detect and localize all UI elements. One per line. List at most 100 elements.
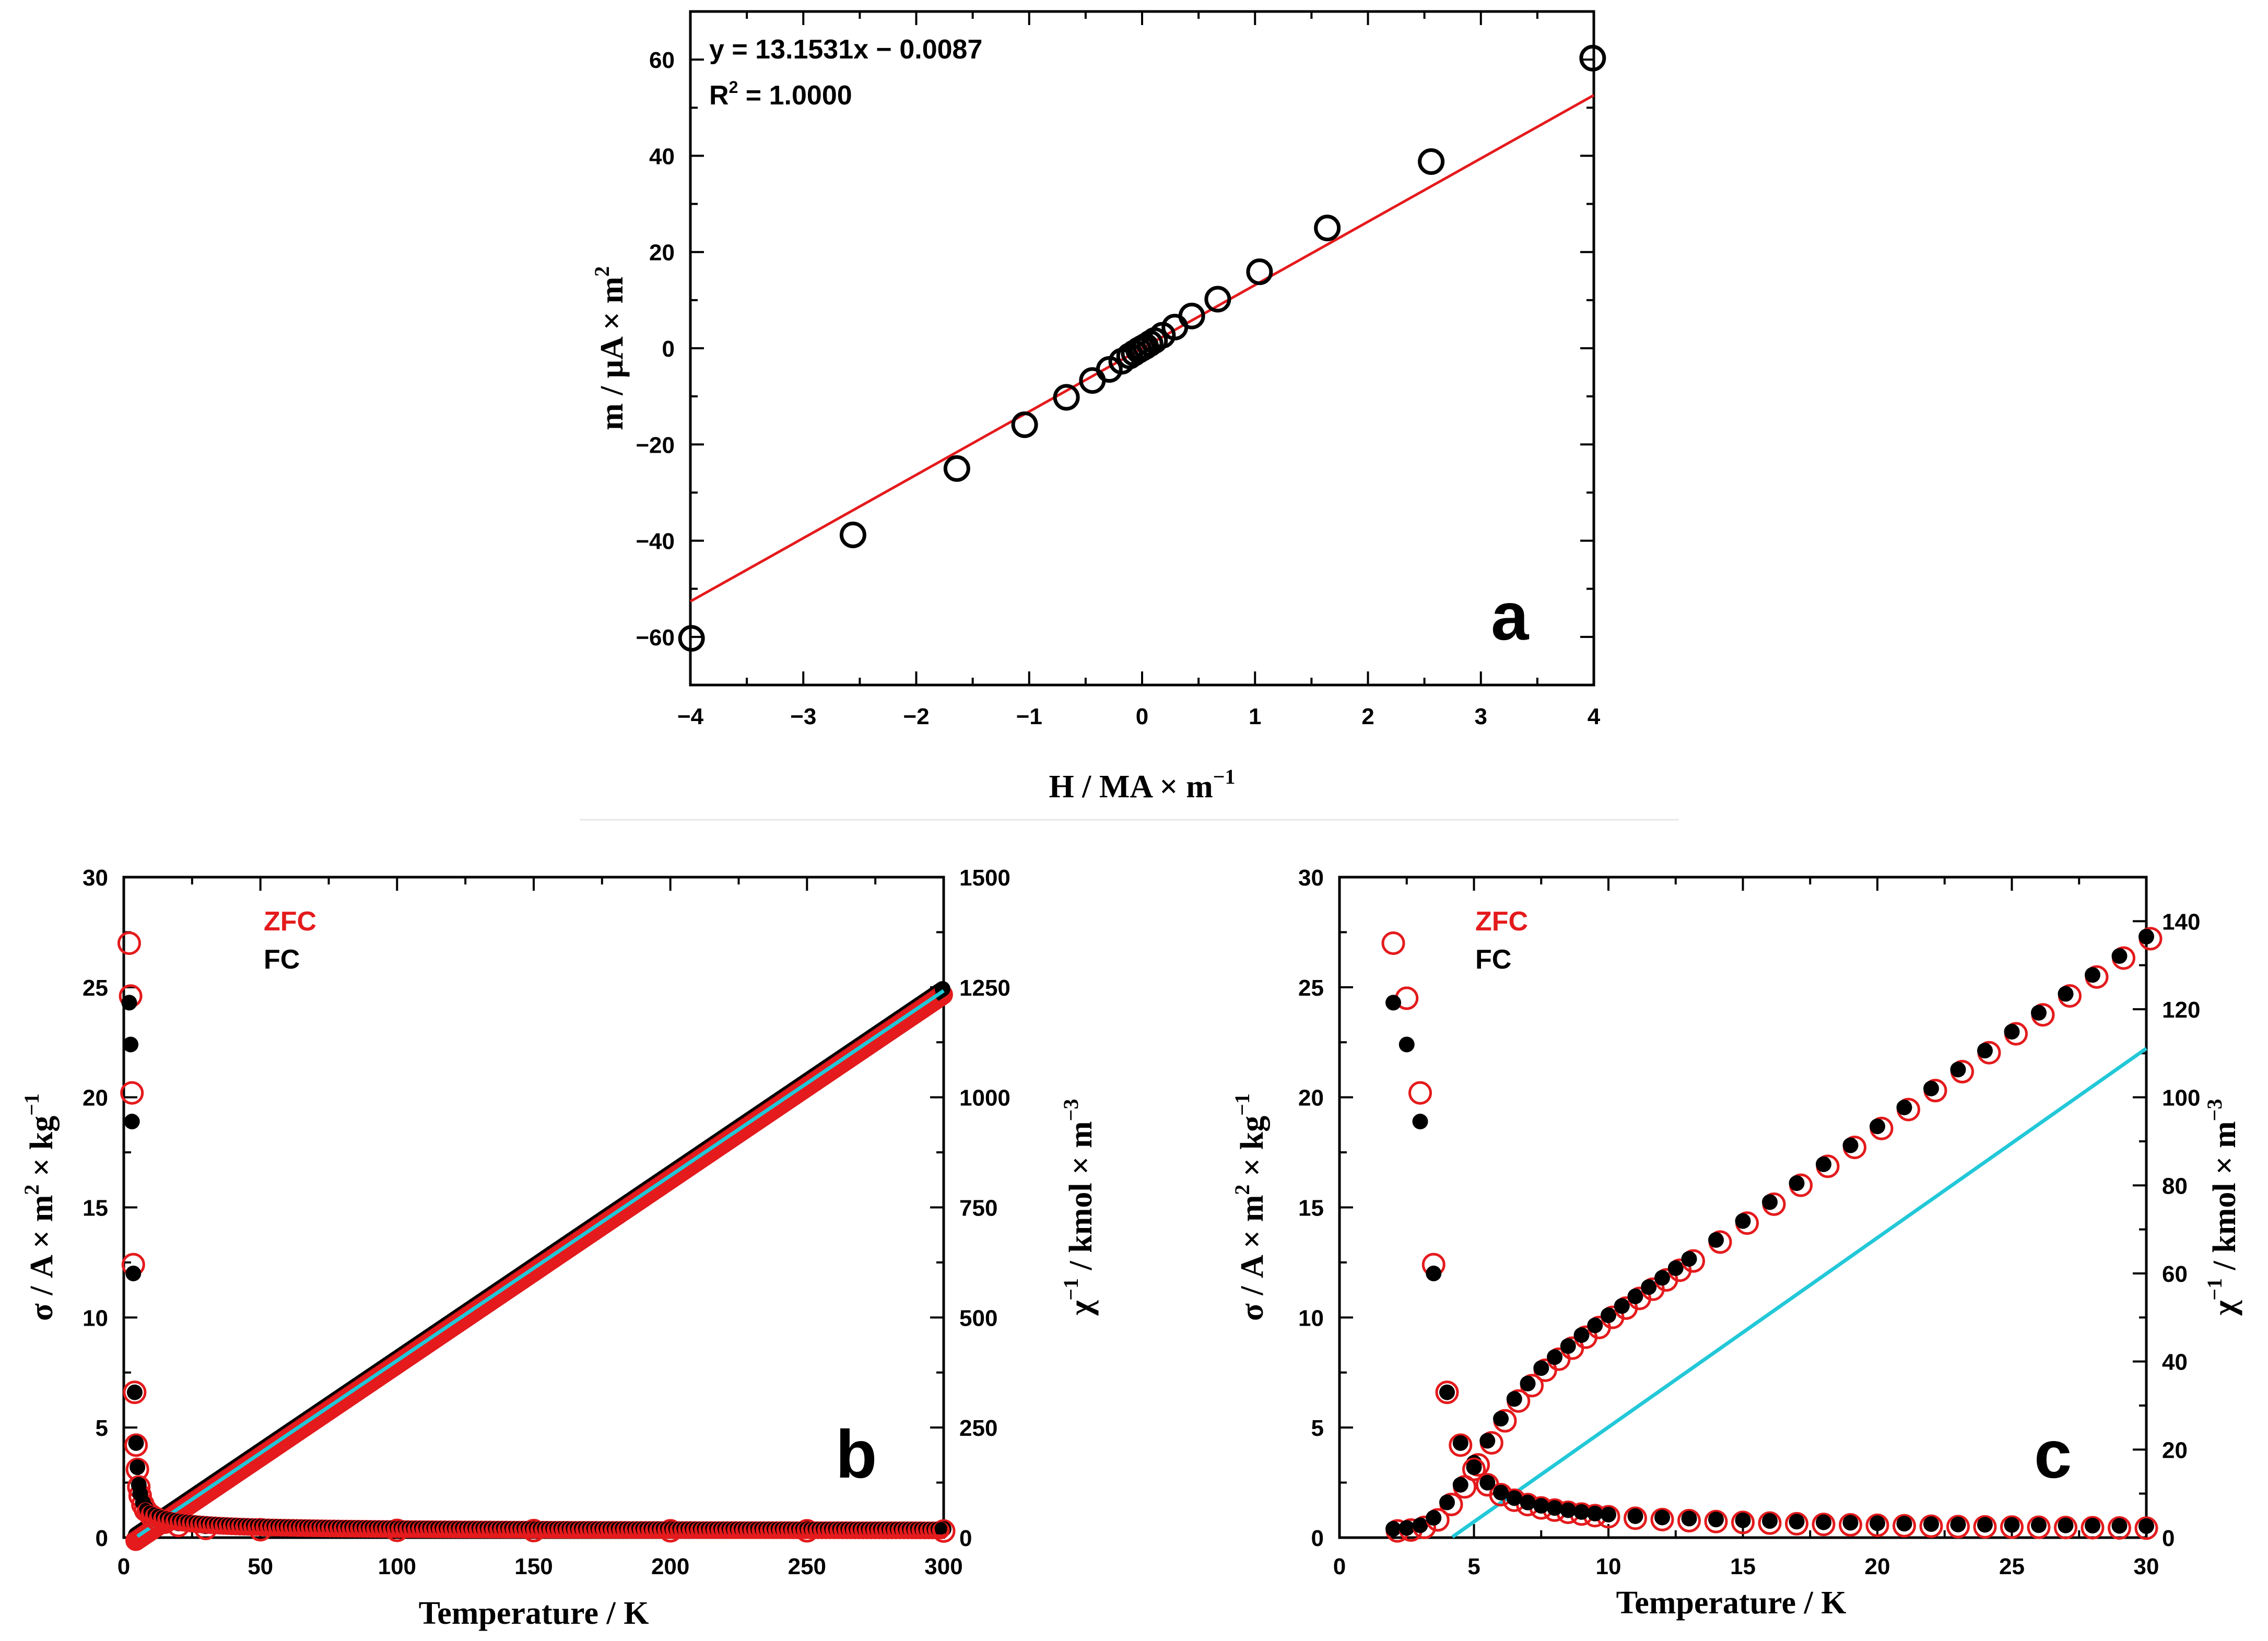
chi-inv-fc-point <box>1708 1232 1724 1248</box>
chi-inv-fc-point <box>1573 1327 1590 1343</box>
panel-b-label: b <box>836 1416 877 1492</box>
fc-sigma-point <box>1560 1502 1576 1518</box>
zfc-sigma-point <box>2027 1515 2051 1539</box>
chi-inv-fc-point <box>1587 1317 1603 1333</box>
r-squared: R2 = 1.0000 <box>709 78 852 111</box>
y-left-tick-label: 0 <box>96 1526 108 1551</box>
fc-sigma-point <box>934 1522 947 1535</box>
panel-b-ylabel-right: χ−1 / kmol × m−3 <box>1059 1099 1099 1316</box>
fc-sigma-point <box>125 1266 142 1281</box>
fc-sigma-point <box>124 1114 140 1130</box>
fc-sigma-point <box>2085 1518 2100 1534</box>
x-tick-label: 2 <box>1361 704 1374 729</box>
chi-inv-fc-point <box>1614 1298 1630 1314</box>
x-tick-label: 15 <box>1730 1554 1756 1579</box>
chi-inv-fc-point <box>1977 1043 1993 1059</box>
y-left-tick-label: 20 <box>1298 1085 1324 1111</box>
x-tick-label: 30 <box>2134 1554 2159 1579</box>
fc-sigma-point <box>1399 1036 1415 1053</box>
fc-sigma-point <box>1479 1474 1496 1491</box>
data-point <box>1204 286 1231 313</box>
chi-inv-fc-point <box>2138 928 2154 945</box>
fc-sigma-point <box>1950 1516 1966 1532</box>
panel-b: 0 50 100 150 200 250 3000510152025300250500750… <box>20 865 1099 1631</box>
panel-c-ticks: 0 5 10 15 20 25 300510152025300204060801001201… <box>1298 865 2200 1579</box>
legend-zfc: ZFC <box>1475 906 1528 937</box>
fc-sigma-point <box>1789 1514 1805 1530</box>
chi-inv-fc-point <box>1667 1260 1684 1276</box>
zfc-sigma-point <box>1893 1514 1916 1538</box>
panel-b-ylabel-left: σ / A × m2 × kg−1 <box>20 1093 60 1321</box>
fc-sigma-point <box>126 1384 143 1400</box>
data-point <box>943 455 970 482</box>
fit-equation: y = 13.1531x − 0.0087 <box>709 34 982 65</box>
panel-a-fit-line <box>689 94 1595 603</box>
chi-inv-fit-line <box>1451 1047 2148 1539</box>
x-tick-label: 20 <box>1865 1554 1890 1579</box>
chi-inv-fc-point <box>1950 1061 1966 1078</box>
chi-inv-fc-point <box>1627 1288 1643 1304</box>
data-point <box>1579 44 1606 72</box>
panel-a: −4 −3 −2 −1 0 1 2 3 4 −60 −40 −20 0 20 40 60 y = 13.153… <box>590 10 1606 805</box>
fc-sigma-point <box>2004 1517 2020 1533</box>
fc-sigma-point <box>1654 1509 1670 1526</box>
x-tick-label: −4 <box>677 704 704 729</box>
y-right-tick-label: 100 <box>2162 1085 2200 1111</box>
fc-sigma-point <box>2111 1518 2128 1534</box>
x-tick-label: 0 <box>117 1554 130 1579</box>
zfc-sigma-point <box>1785 1512 1808 1536</box>
panel-b-frame <box>122 876 945 1539</box>
zfc-sigma-point <box>1704 1509 1728 1533</box>
y-right-tick-label: 140 <box>2162 909 2200 935</box>
x-tick-label: 50 <box>248 1554 273 1579</box>
data-point <box>839 522 866 549</box>
zfc-sigma-point <box>1946 1515 1970 1539</box>
y-left-tick-label: 15 <box>83 1196 108 1221</box>
data-point <box>1418 148 1445 175</box>
y-right-tick-label: 80 <box>2162 1173 2188 1199</box>
y-left-tick-label: 10 <box>83 1305 108 1331</box>
y-right-tick-label: 750 <box>959 1196 997 1221</box>
data-point <box>1011 411 1038 439</box>
y-left-tick-label: 25 <box>1298 975 1324 1001</box>
chi-inv-fc-point <box>1896 1100 1912 1116</box>
x-tick-label: 1 <box>1249 704 1261 729</box>
data-point <box>678 625 705 652</box>
y-right-tick-label: 1500 <box>959 865 1010 891</box>
y-right-tick-label: 60 <box>2162 1261 2188 1287</box>
fc-sigma-point <box>1493 1484 1509 1501</box>
y-tick-label: −20 <box>636 432 675 458</box>
x-tick-label: 0 <box>1136 704 1148 729</box>
panel-c-ylabel-right: χ−1 / kmol × m−3 <box>2203 1099 2242 1316</box>
y-left-tick-label: 15 <box>1298 1196 1324 1221</box>
x-tick-label: 100 <box>378 1554 416 1579</box>
panel-a-ylabel: m / μA × m2 <box>590 266 630 430</box>
fc-sigma-point <box>1587 1505 1603 1521</box>
fc-sigma-point <box>1601 1506 1616 1522</box>
y-right-tick-label: 40 <box>2162 1350 2188 1375</box>
fc-sigma-point <box>2138 1518 2154 1534</box>
zfc-sigma-point <box>1758 1511 1782 1535</box>
fc-sigma-point <box>1439 1384 1455 1400</box>
zfc-sigma-point <box>1865 1513 1889 1537</box>
chi-inv-fit-line <box>136 989 945 1538</box>
zfc-sigma-point <box>120 1081 144 1105</box>
chi-inv-fc-point <box>1654 1270 1670 1286</box>
zfc-sigma-point <box>1381 931 1405 955</box>
panel-c-xlabel: Temperature / K <box>1616 1585 1847 1621</box>
chi-inv-fc-point <box>1601 1307 1616 1324</box>
chi-inv-fc-point <box>1520 1375 1536 1391</box>
chi-inv-fc-point <box>2111 948 2128 964</box>
y-tick-label: 0 <box>662 336 675 362</box>
zfc-sigma-point <box>1677 1509 1701 1533</box>
data-point <box>1178 302 1205 329</box>
chi-inv-fc-point <box>1479 1433 1496 1449</box>
x-tick-label: −1 <box>1016 704 1042 729</box>
fc-sigma-point <box>1412 1114 1428 1130</box>
panel-a-points <box>678 44 1606 652</box>
zfc-sigma-point <box>1435 1380 1459 1404</box>
zfc-sigma-point <box>1839 1513 1862 1537</box>
panel-a-ticks: −4 −3 −2 −1 0 1 2 3 4 −60 −40 −20 0 20 40 60 <box>636 10 1601 729</box>
fc-sigma-point <box>1627 1508 1643 1524</box>
